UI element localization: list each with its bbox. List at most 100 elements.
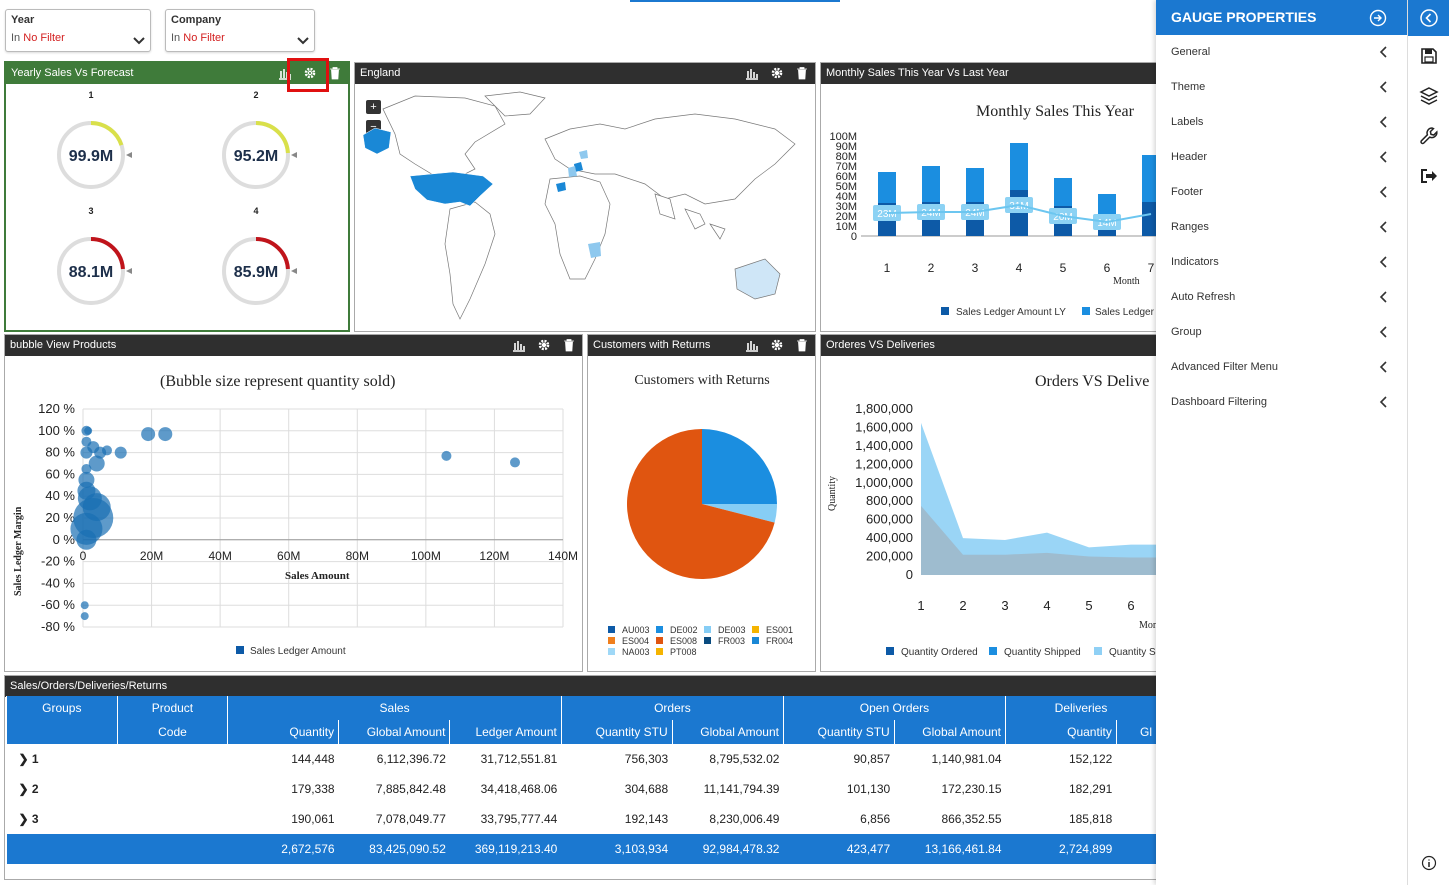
data-label: 24M <box>965 208 984 219</box>
column-header[interactable]: Ledger Amount <box>449 720 562 744</box>
exit-button[interactable] <box>1408 156 1449 196</box>
property-section-auto-refresh[interactable]: Auto Refresh <box>1156 280 1407 315</box>
chevron-left-icon <box>1379 151 1387 163</box>
info-icon[interactable] <box>1421 855 1437 871</box>
section-label: Labels <box>1171 116 1204 128</box>
column-group-header[interactable]: Open Orders <box>782 696 1006 720</box>
gauge-1[interactable]: 1 99.9M <box>31 90 151 205</box>
trash-icon[interactable] <box>795 338 809 352</box>
total-cell: 2,672,576 <box>281 842 335 856</box>
legend-label: DE003 <box>718 625 746 635</box>
property-section-dashboard-filtering[interactable]: Dashboard Filtering <box>1156 385 1407 420</box>
y-axis-label: Quantity <box>827 476 838 511</box>
filter-value: In No Filter <box>11 32 65 44</box>
bubble-panel: bubble View Products (Bubble size repres… <box>4 334 583 672</box>
property-section-footer[interactable]: Footer <box>1156 175 1407 210</box>
chart-icon[interactable] <box>745 338 759 352</box>
property-section-group[interactable]: Group <box>1156 315 1407 350</box>
trash-icon[interactable] <box>562 338 576 352</box>
chevron-down-icon[interactable] <box>296 34 310 48</box>
arrow-right-circle-icon[interactable] <box>1369 9 1387 27</box>
chevron-down-icon[interactable] <box>132 34 146 48</box>
tick-label: 80 % <box>45 445 75 460</box>
gauge-value: 88.1M <box>69 264 113 281</box>
legend-label: Sales Ledger Amount LY <box>956 307 1066 318</box>
x-tick-label: 6 <box>1127 598 1134 613</box>
total-cell: 369,119,213.40 <box>474 842 558 856</box>
property-section-general[interactable]: General <box>1156 35 1407 70</box>
world-map[interactable] <box>355 84 816 332</box>
company-filter[interactable]: Company In No Filter <box>165 9 315 52</box>
column-group-header[interactable]: Orders <box>560 696 784 720</box>
chart-icon[interactable] <box>745 66 759 80</box>
x-axis-label: Month <box>1113 276 1140 287</box>
column-header[interactable]: Quantity STU <box>560 720 673 744</box>
property-section-labels[interactable]: Labels <box>1156 105 1407 140</box>
tick-label: 1,000,000 <box>855 475 913 490</box>
trash-icon[interactable] <box>795 66 809 80</box>
table-cell: 6,112,396.72 <box>376 752 446 766</box>
column-group-header[interactable]: Product <box>116 696 228 720</box>
column-header[interactable]: Gl <box>1115 720 1156 744</box>
bubble-point <box>81 463 92 474</box>
legend-swatch <box>941 307 949 315</box>
gear-icon[interactable] <box>537 338 551 352</box>
property-section-theme[interactable]: Theme <box>1156 70 1407 105</box>
gauge-4[interactable]: 4 85.9M <box>196 206 316 321</box>
gauge-pointer <box>126 152 132 158</box>
column-group-header[interactable]: Deliveries <box>1005 696 1156 720</box>
layers-button[interactable] <box>1408 76 1449 116</box>
column-header[interactable]: Global Amount <box>893 720 1006 744</box>
chart-icon[interactable] <box>278 66 292 80</box>
column-header[interactable]: Quantity <box>227 720 339 744</box>
column-group-header[interactable]: Groups <box>6 696 118 720</box>
legend-swatch <box>608 648 615 655</box>
x-tick-label: 1 <box>884 261 891 275</box>
chart-icon[interactable] <box>512 338 526 352</box>
column-header[interactable]: Quantity <box>1005 720 1117 744</box>
legend-label: Sales Ledger <box>1095 307 1155 318</box>
zoom-in-button[interactable]: + <box>366 100 381 114</box>
tick-label: 80M <box>346 549 369 563</box>
trash-icon[interactable] <box>328 66 342 80</box>
legend-label: ES008 <box>670 636 697 646</box>
legend-swatch <box>656 648 663 655</box>
property-section-ranges[interactable]: Ranges <box>1156 210 1407 245</box>
gauge-number: 1 <box>88 90 94 100</box>
collapse-button[interactable] <box>1408 0 1449 36</box>
tick-label: 40M <box>836 191 857 203</box>
x-tick-label: 5 <box>1085 598 1092 613</box>
property-section-advanced-filter-menu[interactable]: Advanced Filter Menu <box>1156 350 1407 385</box>
property-section-indicators[interactable]: Indicators <box>1156 245 1407 280</box>
table-row[interactable]: ❯ 3 190,061 7,078,049.77 33,795,777.44 192,1… <box>7 804 1157 834</box>
table-cell: 152,122 <box>1068 752 1113 766</box>
column-group-header[interactable]: Sales <box>227 696 562 720</box>
chevron-left-icon <box>1379 81 1387 93</box>
filter-value: In No Filter <box>171 32 225 44</box>
gear-icon[interactable] <box>303 66 317 80</box>
gauge-2[interactable]: 2 95.2M <box>196 90 316 205</box>
column-header[interactable]: Code <box>116 720 228 744</box>
year-filter[interactable]: Year In No Filter <box>5 9 151 52</box>
settings-button[interactable] <box>1408 116 1449 156</box>
legend-label: NA003 <box>622 647 650 657</box>
legend-swatch <box>886 647 894 655</box>
gear-icon[interactable] <box>770 66 784 80</box>
gauge-dial: 99.9M <box>57 121 132 189</box>
gauge-3[interactable]: 3 88.1M <box>31 206 151 321</box>
save-button[interactable] <box>1408 36 1449 76</box>
property-section-header[interactable]: Header <box>1156 140 1407 175</box>
legend-label: Quantity Shipped <box>1004 647 1081 658</box>
gear-icon[interactable] <box>770 338 784 352</box>
bubble-point <box>76 529 97 550</box>
gauge-pointer <box>126 268 132 274</box>
total-cell: 83,425,090.52 <box>369 842 446 856</box>
column-header[interactable]: Quantity STU <box>782 720 895 744</box>
section-label: Ranges <box>1171 221 1209 233</box>
table-row[interactable]: ❯ 2 179,338 7,885,842.48 34,418,468.06 304,6… <box>7 774 1157 804</box>
column-header[interactable]: Global Amount <box>671 720 784 744</box>
column-header[interactable]: Global Amount <box>338 720 450 744</box>
column-header[interactable] <box>6 720 118 744</box>
table-row[interactable]: ❯ 1 144,448 6,112,396.72 31,712,551.81 756,3… <box>7 744 1157 774</box>
legend-swatch <box>704 637 711 644</box>
